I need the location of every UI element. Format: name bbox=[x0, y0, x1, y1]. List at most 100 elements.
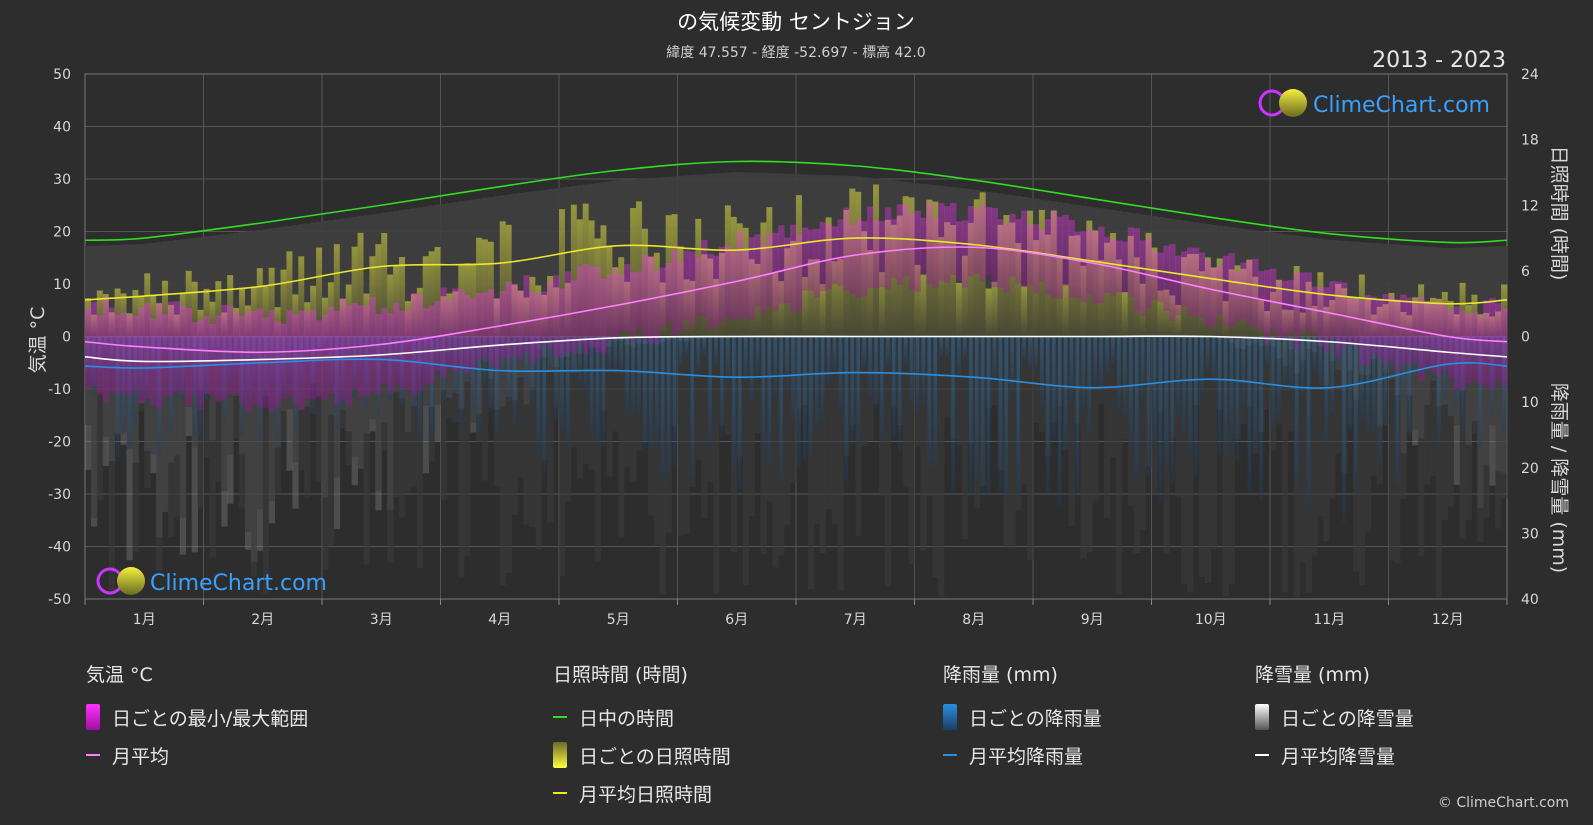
rain-bar bbox=[601, 336, 606, 448]
rain-bar bbox=[489, 336, 493, 412]
rain-bar bbox=[1312, 336, 1317, 373]
rain-bar bbox=[1004, 336, 1009, 499]
temp-range-bar bbox=[1335, 281, 1342, 357]
temp-range-bar bbox=[1299, 272, 1306, 333]
logo-sun-icon bbox=[1279, 89, 1307, 117]
legend-item-rain-avg[interactable]: 月平均降雨量 bbox=[943, 736, 1102, 774]
rain-bar bbox=[631, 336, 635, 416]
precip-shade-bar bbox=[1210, 336, 1218, 549]
sunshine-bar bbox=[191, 281, 198, 337]
rain-bar bbox=[856, 336, 860, 447]
legend-item-daylight[interactable]: 日中の時間 bbox=[553, 698, 731, 736]
rain-bar bbox=[536, 336, 541, 458]
temp-range-bar bbox=[1323, 287, 1330, 352]
temp-range-bar bbox=[683, 250, 690, 321]
legend-item-temp-range[interactable]: 日ごとの最小/最大範囲 bbox=[86, 698, 308, 736]
precip-shade-bar bbox=[1264, 336, 1271, 410]
rain-bar bbox=[696, 336, 701, 373]
precip-shade-bar bbox=[517, 336, 524, 477]
rain-bar bbox=[1016, 336, 1020, 498]
temp-range-swatch-icon bbox=[86, 704, 100, 730]
temp-range-bar bbox=[819, 222, 827, 292]
rain-bar bbox=[1087, 336, 1092, 434]
rain-bar bbox=[897, 336, 902, 453]
rain-bar bbox=[1300, 336, 1305, 395]
temp-range-bar bbox=[1275, 281, 1283, 341]
snow-avg-line-icon bbox=[1255, 754, 1269, 756]
sunshine-bar bbox=[487, 241, 495, 337]
rain-bar bbox=[1200, 336, 1204, 396]
daylight-bar bbox=[1388, 244, 1395, 337]
legend-item-snow-avg[interactable]: 月平均降雪量 bbox=[1255, 736, 1414, 774]
daylight-bar bbox=[1435, 247, 1443, 337]
sunshine-bar bbox=[422, 256, 430, 337]
x-tick-label: 12月 bbox=[1432, 612, 1464, 628]
daylight-bar bbox=[85, 245, 92, 337]
temp-range-bar bbox=[357, 305, 364, 398]
rain-bar bbox=[1294, 336, 1299, 489]
temp-range-bar bbox=[671, 249, 678, 336]
sunshine-bar bbox=[387, 274, 394, 337]
precip-shade-bar bbox=[1181, 336, 1188, 585]
daylight-bar bbox=[1489, 246, 1496, 337]
temp-range-bar bbox=[689, 251, 696, 327]
brand-logo-bottom[interactable]: ClimeChart.com bbox=[96, 567, 327, 596]
precip-shade-bar bbox=[481, 336, 489, 481]
temp-range-bar bbox=[576, 266, 584, 345]
temp-range-bar bbox=[1352, 298, 1360, 346]
rain-bar bbox=[1371, 336, 1376, 434]
rain-bar bbox=[572, 336, 576, 375]
precip-shade-bar bbox=[1222, 336, 1229, 597]
daylight-bar bbox=[1471, 247, 1478, 337]
rain-bar bbox=[1158, 336, 1163, 503]
rain-bar bbox=[749, 336, 754, 405]
rain-bar bbox=[1105, 336, 1109, 374]
precip-shade-bar bbox=[1080, 336, 1087, 559]
precip-shade-bar bbox=[618, 336, 625, 538]
precip-shade-bar bbox=[1299, 336, 1306, 563]
sunshine-bar bbox=[215, 281, 222, 337]
rain-bar bbox=[1170, 336, 1175, 485]
logo-sun-icon bbox=[117, 567, 145, 595]
y-left-tick-label: 0 bbox=[62, 330, 71, 346]
brand-logo-top[interactable]: ClimeChart.com bbox=[1258, 89, 1490, 118]
sunshine-bar bbox=[351, 246, 358, 337]
sunshine-bar bbox=[227, 275, 234, 337]
legend-item-temp-avg[interactable]: 月平均 bbox=[86, 736, 308, 774]
sunshine-bar bbox=[636, 201, 643, 337]
precip-shade-bar bbox=[902, 336, 909, 487]
y-right-top-tick-label: 6 bbox=[1521, 264, 1530, 280]
sunshine-bar bbox=[920, 274, 927, 337]
temp-range-bar bbox=[1222, 255, 1229, 327]
precip-shade-bar bbox=[1471, 336, 1478, 434]
temp-range-bar bbox=[997, 219, 1004, 288]
sunshine-bar bbox=[476, 237, 483, 337]
legend-item-sunshine-daily[interactable]: 日ごとの日照時間 bbox=[553, 736, 731, 774]
rain-bar bbox=[548, 336, 552, 368]
daylight-bar bbox=[108, 245, 116, 337]
temp-range-bar bbox=[1228, 253, 1235, 327]
rain-bar bbox=[1342, 336, 1346, 523]
precip-shade-bar bbox=[547, 336, 554, 523]
temp-range-bar bbox=[493, 298, 501, 370]
precip-shade-bar bbox=[464, 336, 471, 556]
legend-item-sunshine-avg[interactable]: 月平均日照時間 bbox=[553, 774, 731, 812]
copyright[interactable]: © ClimeChart.com bbox=[1437, 795, 1569, 811]
temp-range-bar bbox=[1169, 244, 1176, 322]
temp-range-bar bbox=[1198, 252, 1206, 318]
x-tick-label: 1月 bbox=[133, 612, 156, 628]
precip-shade-bar bbox=[713, 336, 720, 594]
rain-bar bbox=[921, 336, 926, 404]
rain-bar bbox=[1283, 336, 1287, 387]
temp-range-bar bbox=[1175, 255, 1182, 316]
rain-bar bbox=[1360, 336, 1364, 419]
legend-label: 日ごとの日照時間 bbox=[579, 745, 731, 768]
temp-range-bar bbox=[736, 231, 744, 318]
precip-shade-bar bbox=[695, 336, 702, 460]
legend-item-snow-daily[interactable]: 日ごとの降雪量 bbox=[1255, 698, 1414, 736]
legend-item-rain-daily[interactable]: 日ごとの降雨量 bbox=[943, 698, 1102, 736]
temp-range-bar bbox=[742, 250, 749, 319]
temp-range-bar bbox=[837, 219, 844, 286]
precip-shade-bar bbox=[446, 336, 453, 419]
precip-shade-bar bbox=[499, 336, 507, 586]
